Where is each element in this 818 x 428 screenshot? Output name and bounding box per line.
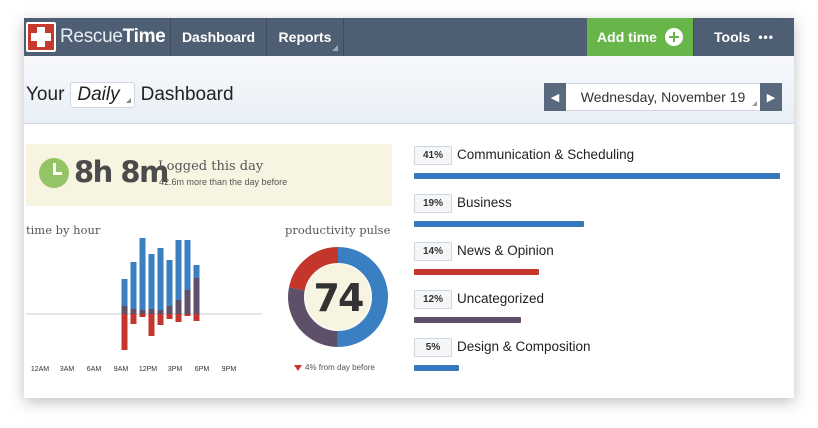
hour-bar-distracting[interactable]	[157, 314, 164, 325]
hour-bar-productive[interactable]	[175, 240, 182, 300]
category-name: Communication & Scheduling	[457, 147, 635, 162]
date-picker[interactable]: Wednesday, November 19	[566, 83, 760, 111]
page-title: Your Daily Dashboard	[26, 82, 234, 108]
hour-bar-productive[interactable]	[148, 254, 155, 309]
hour-bar-productive[interactable]	[157, 248, 164, 310]
dashboard-header: Your Daily Dashboard ◀ Wednesday, Novemb…	[24, 56, 794, 124]
hour-tick-label: 12AM	[31, 366, 49, 373]
hour-bar-neutral[interactable]	[139, 310, 146, 314]
category-bar	[414, 269, 539, 275]
hour-bar-distracting[interactable]	[148, 314, 155, 336]
hour-tick-label: 6PM	[195, 366, 210, 373]
tools-menu[interactable]: Tools •••	[693, 18, 794, 56]
hour-bar-distracting[interactable]	[121, 314, 128, 350]
category-percent: 5%	[414, 338, 452, 357]
pulse-center	[305, 264, 371, 330]
logged-time-label: Logged this day	[158, 159, 264, 174]
date-navigator: ◀ Wednesday, November 19 ▶	[544, 83, 782, 111]
arrow-down-icon	[294, 364, 302, 371]
dropdown-corner-icon	[125, 98, 131, 103]
category-bar	[414, 365, 459, 371]
hour-tick-label: 9AM	[114, 366, 129, 373]
hour-bar-productive[interactable]	[193, 265, 200, 278]
hour-tick-label: 9PM	[222, 366, 237, 373]
hour-bar-distracting[interactable]	[184, 314, 191, 316]
hour-tick-label: 6AM	[87, 366, 102, 373]
hour-tick-label: 3AM	[60, 366, 75, 373]
hour-bar-neutral[interactable]	[157, 310, 164, 314]
hour-bar-productive[interactable]	[184, 240, 191, 290]
hour-bar-productive[interactable]	[121, 279, 128, 306]
time-by-hour-title: time by hour	[26, 223, 101, 237]
category-percent: 12%	[414, 290, 452, 309]
prev-day-button[interactable]: ◀	[544, 83, 566, 111]
category-name: Business	[457, 195, 512, 210]
hour-bar-neutral[interactable]	[184, 290, 191, 314]
clock-icon	[39, 158, 69, 188]
hour-bar-neutral[interactable]	[166, 306, 173, 314]
period-select[interactable]: Daily	[70, 82, 135, 108]
pulse-slice[interactable]	[288, 247, 388, 347]
plus-circle-icon	[664, 28, 683, 46]
hour-tick-label: 12PM	[139, 366, 157, 373]
nav-dashboard[interactable]: Dashboard	[171, 18, 267, 56]
hour-bar-neutral[interactable]	[193, 278, 200, 314]
logged-time-panel: 8h 8m Logged this day 42.6m more than th…	[26, 144, 392, 206]
hour-bar-distracting[interactable]	[139, 314, 146, 317]
rescuetime-logo[interactable]: RescueTime	[24, 18, 171, 56]
hour-bar-neutral[interactable]	[130, 309, 137, 314]
logo-cross-icon	[26, 22, 56, 52]
next-day-button[interactable]: ▶	[760, 83, 782, 111]
pulse-comparison: 4% from day before	[294, 363, 375, 372]
logged-time-value: 8h 8m	[74, 155, 169, 189]
category-percent: 14%	[414, 242, 452, 261]
hour-bar-distracting[interactable]	[175, 314, 182, 322]
productivity-pulse-title: productivity pulse	[285, 223, 391, 237]
category-name: Uncategorized	[457, 291, 545, 306]
hour-bar-neutral[interactable]	[148, 309, 155, 314]
hour-bar-distracting[interactable]	[130, 314, 137, 324]
pulse-score: 74	[314, 276, 363, 320]
category-percent: 19%	[414, 194, 452, 213]
category-percent: 41%	[414, 146, 452, 165]
category-name: Design & Composition	[457, 339, 591, 354]
top-nav: RescueTime Dashboard Reports Add time To…	[24, 18, 794, 56]
hour-bar-productive[interactable]	[130, 262, 137, 309]
category-bar	[414, 173, 780, 179]
hour-bar-productive[interactable]	[139, 238, 146, 310]
chevron-right-icon: ▶	[766, 91, 776, 104]
more-dots-icon: •••	[758, 30, 774, 44]
category-bar	[414, 317, 522, 323]
hour-bar-distracting[interactable]	[166, 314, 173, 319]
logo-text: RescueTime	[60, 26, 166, 47]
chevron-left-icon: ◀	[550, 91, 560, 104]
pulse-slice[interactable]	[288, 247, 388, 347]
hour-tick-label: 3PM	[168, 366, 183, 373]
time-by-hour-chart[interactable]: 12AM 3AM 6AM 9AM 12PM 3PM 6PM 9PM	[26, 238, 266, 378]
productivity-pulse-chart[interactable]: 74	[287, 246, 389, 348]
add-time-button[interactable]: Add time	[587, 18, 693, 56]
hour-bar-productive[interactable]	[166, 260, 173, 306]
hour-bar-distracting[interactable]	[193, 314, 200, 321]
hour-bar-neutral[interactable]	[121, 306, 128, 314]
nav-reports[interactable]: Reports	[267, 18, 344, 56]
logged-time-comparison: 42.6m more than the day before	[159, 177, 288, 187]
category-bar	[414, 221, 584, 227]
hour-bar-neutral[interactable]	[175, 300, 182, 314]
dashboard-frame: RescueTime Dashboard Reports Add time To…	[24, 18, 794, 398]
dropdown-corner-icon	[752, 101, 757, 106]
dropdown-corner-icon	[332, 45, 338, 51]
category-name: News & Opinion	[457, 243, 554, 258]
